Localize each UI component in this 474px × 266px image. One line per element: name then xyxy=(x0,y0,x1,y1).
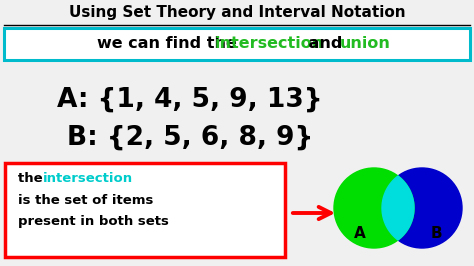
FancyBboxPatch shape xyxy=(5,163,285,257)
Circle shape xyxy=(334,168,414,248)
Text: B: B xyxy=(430,227,442,242)
Text: union: union xyxy=(340,36,391,52)
Text: we can find the: we can find the xyxy=(97,36,243,52)
Text: present in both sets: present in both sets xyxy=(18,215,169,228)
Text: A: A xyxy=(354,227,366,242)
Text: the: the xyxy=(18,172,47,185)
Polygon shape xyxy=(382,176,414,240)
Circle shape xyxy=(382,168,462,248)
Text: intersection: intersection xyxy=(215,36,324,52)
Text: is the set of items: is the set of items xyxy=(18,193,154,206)
Text: B: {2, 5, 6, 8, 9}: B: {2, 5, 6, 8, 9} xyxy=(67,125,313,151)
Text: Using Set Theory and Interval Notation: Using Set Theory and Interval Notation xyxy=(69,6,405,20)
Text: intersection: intersection xyxy=(43,172,133,185)
FancyBboxPatch shape xyxy=(4,28,470,60)
Text: and: and xyxy=(303,36,348,52)
Text: A: {1, 4, 5, 9, 13}: A: {1, 4, 5, 9, 13} xyxy=(57,87,323,113)
